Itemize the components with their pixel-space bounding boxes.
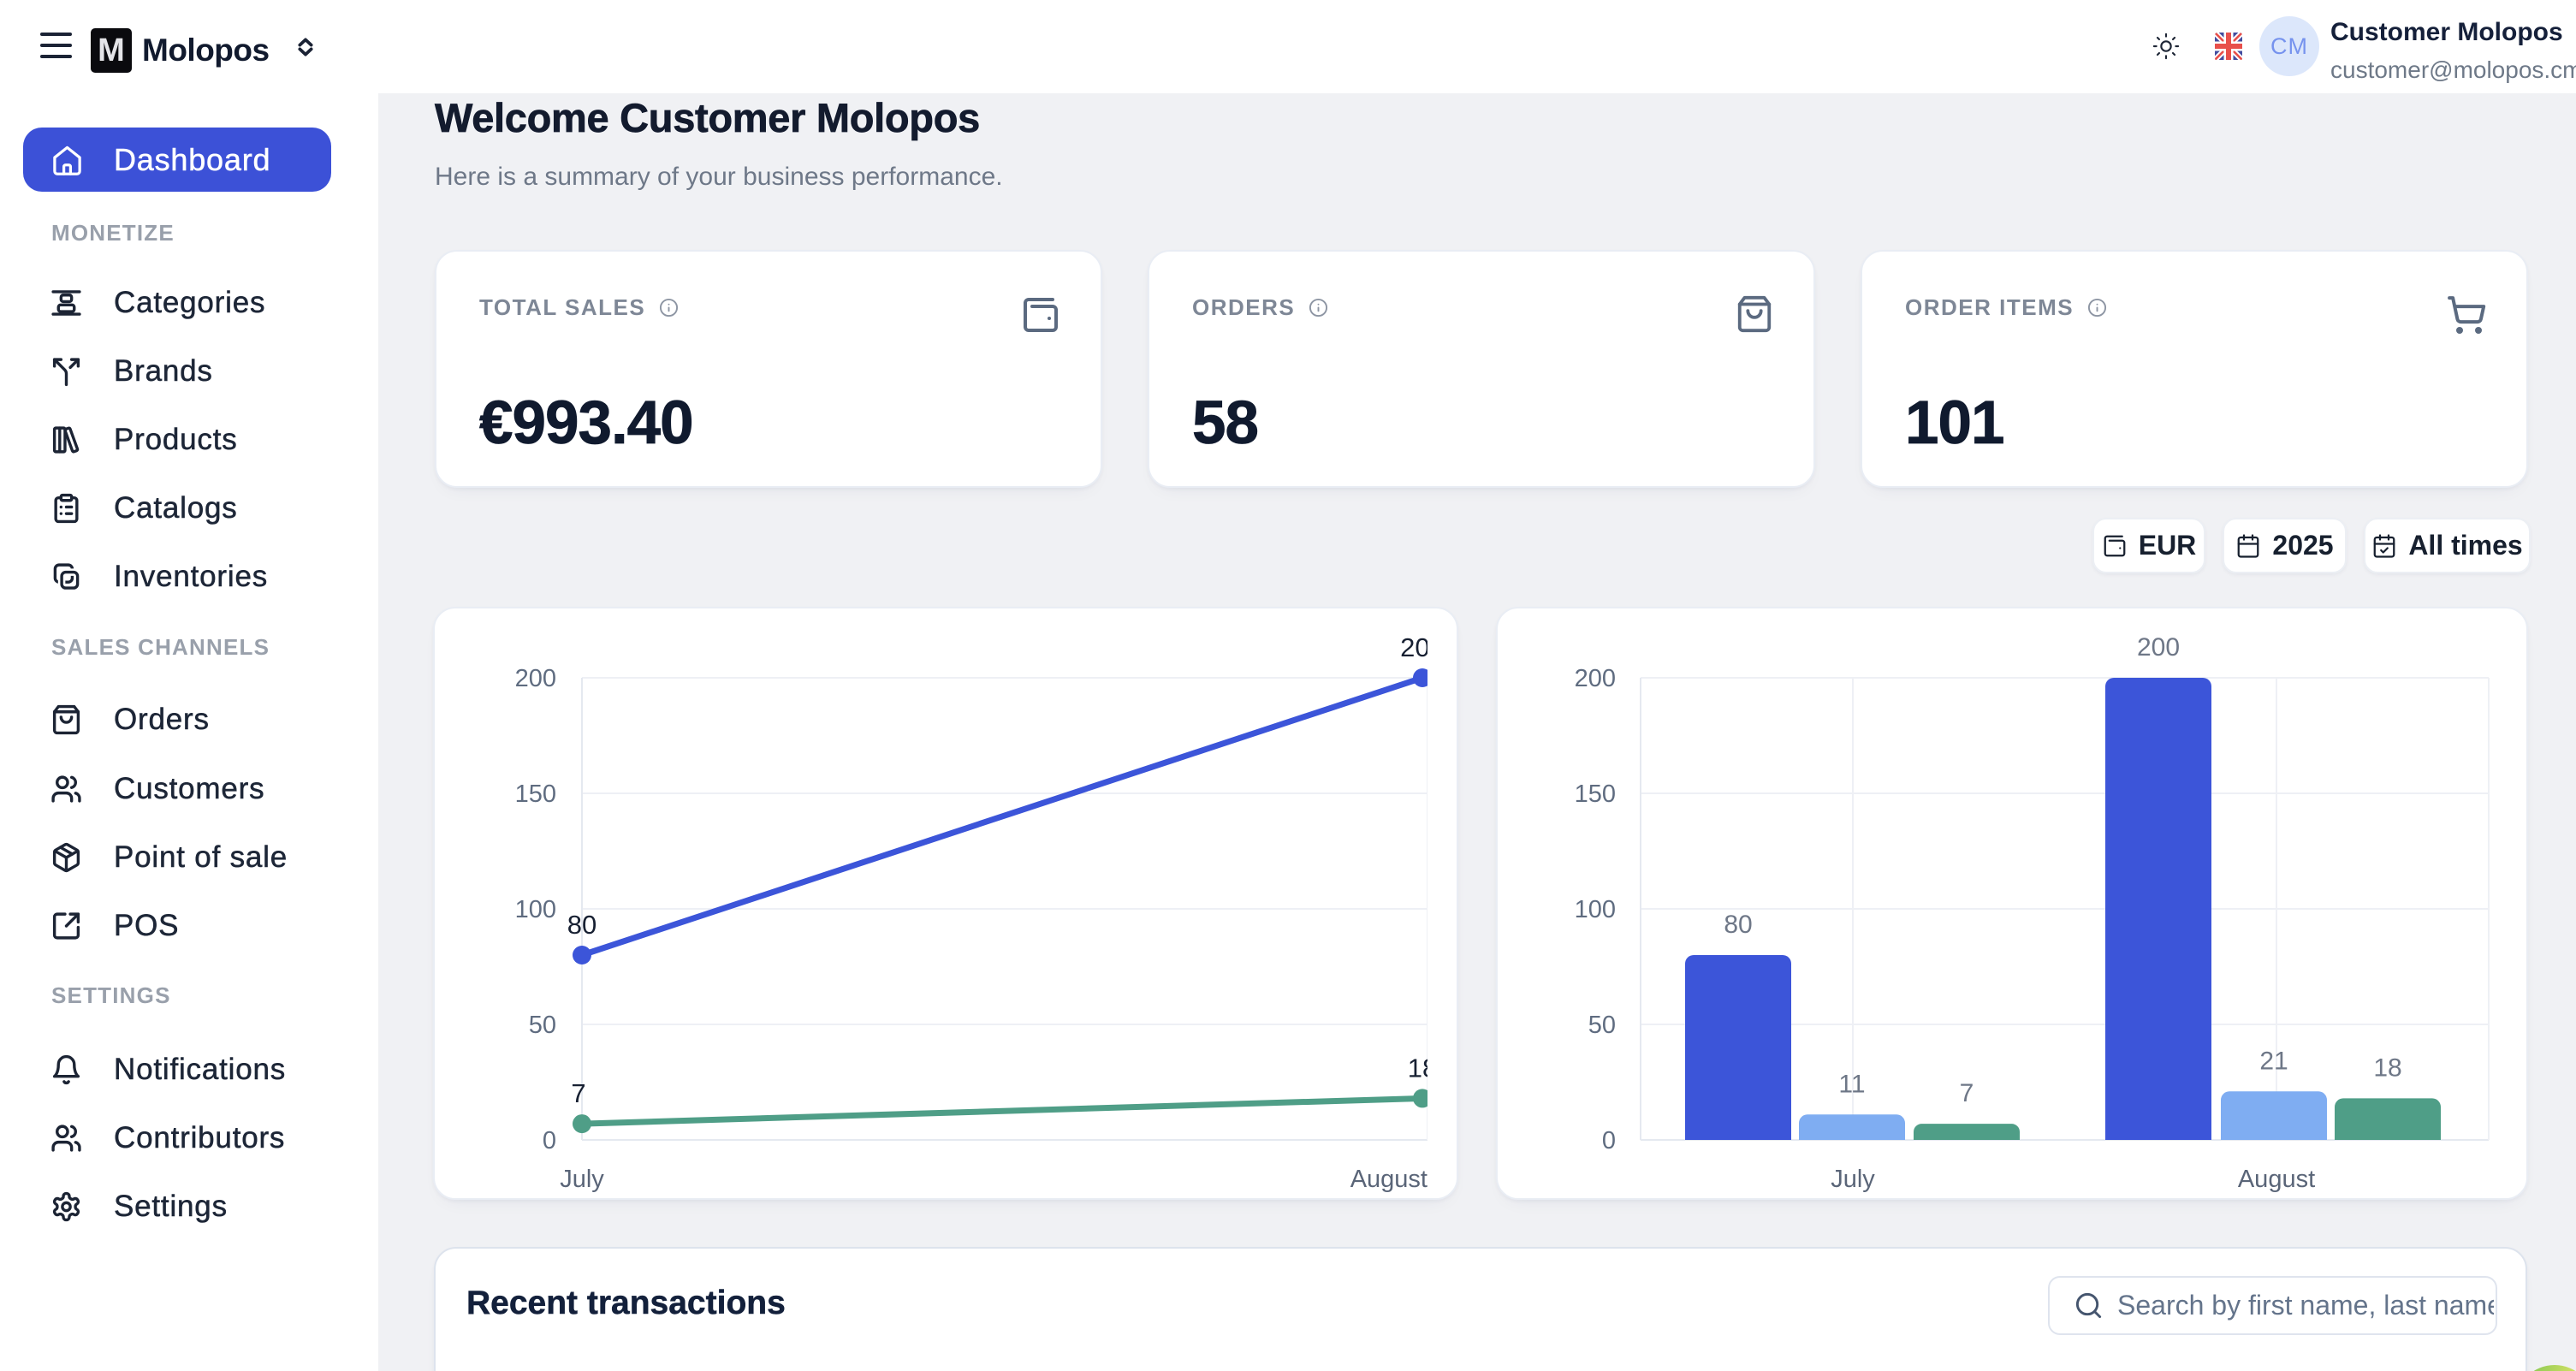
svg-text:0: 0 bbox=[543, 1127, 556, 1154]
svg-text:150: 150 bbox=[1575, 780, 1616, 808]
svg-text:18: 18 bbox=[2373, 1053, 2401, 1082]
svg-text:200: 200 bbox=[2137, 633, 2180, 662]
svg-text:7: 7 bbox=[1960, 1079, 1974, 1107]
svg-text:11: 11 bbox=[1838, 1070, 1865, 1098]
svg-text:July: July bbox=[560, 1166, 604, 1193]
svg-text:50: 50 bbox=[529, 1012, 556, 1039]
svg-text:200: 200 bbox=[1400, 632, 1445, 662]
svg-text:80: 80 bbox=[567, 910, 597, 940]
svg-text:August: August bbox=[2238, 1166, 2315, 1193]
svg-text:100: 100 bbox=[1575, 896, 1616, 923]
svg-text:21: 21 bbox=[2259, 1047, 2288, 1075]
svg-text:7: 7 bbox=[571, 1078, 585, 1108]
svg-text:July: July bbox=[1831, 1166, 1875, 1193]
svg-text:200: 200 bbox=[1575, 665, 1616, 692]
svg-text:August: August bbox=[1350, 1166, 1427, 1193]
svg-text:18: 18 bbox=[1408, 1053, 1437, 1083]
svg-text:50: 50 bbox=[1588, 1012, 1616, 1039]
svg-text:0: 0 bbox=[1602, 1127, 1616, 1154]
svg-text:150: 150 bbox=[515, 780, 556, 808]
svg-text:80: 80 bbox=[1724, 911, 1752, 939]
svg-text:100: 100 bbox=[515, 896, 556, 923]
svg-text:200: 200 bbox=[515, 665, 556, 692]
